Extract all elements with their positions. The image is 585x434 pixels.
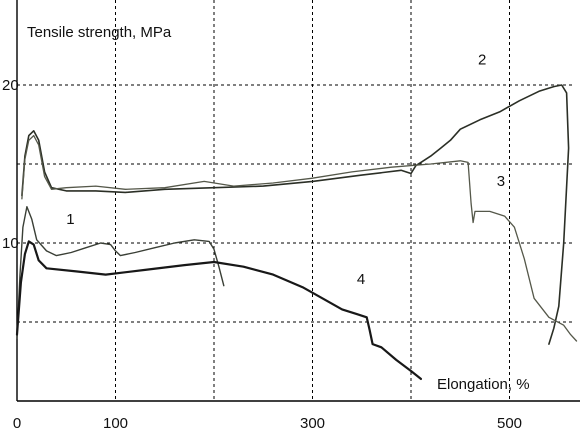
x-tick-label: 100: [103, 415, 128, 432]
curve-label-2: 2: [478, 51, 486, 68]
curve-label-4: 4: [357, 271, 365, 288]
x-tick-label: 300: [300, 415, 325, 432]
y-axis-title: Tensile strength, MPa: [27, 24, 172, 41]
y-tick-label: 20: [2, 77, 19, 94]
curve-labels: 1 2 3 4: [66, 51, 505, 288]
series-line-2: [21, 84, 570, 345]
curve-label-3: 3: [497, 173, 505, 190]
axes: [16, 0, 580, 402]
series-line-3: [21, 134, 578, 342]
grid: [17, 0, 575, 401]
series-line-1: [16, 205, 225, 339]
y-tick-label: 10: [2, 235, 19, 252]
x-tick-label: 500: [497, 415, 522, 432]
series-line-4: [15, 240, 422, 380]
x-axis-title: Elongation, %: [437, 376, 530, 393]
curve-label-1: 1: [66, 211, 74, 228]
x-tick-label: 0: [13, 415, 21, 432]
tick-labels: 0 100 300 500 10 20: [2, 77, 522, 432]
series: [15, 84, 578, 380]
